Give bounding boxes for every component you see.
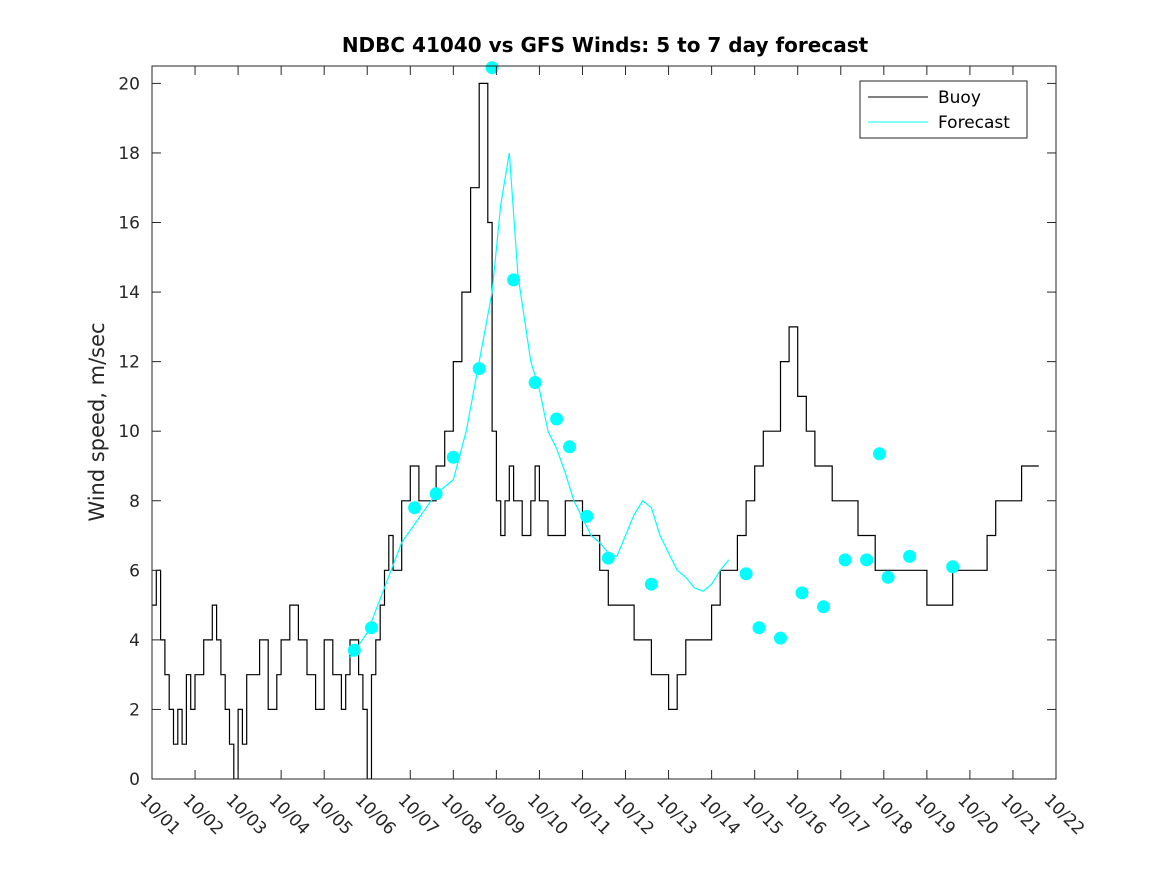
chart-title: NDBC 41040 vs GFS Winds: 5 to 7 day fore… xyxy=(342,33,869,57)
forecast-marker xyxy=(485,61,499,75)
y-tick-label: 4 xyxy=(129,631,140,651)
series-buoy-line xyxy=(152,82,1039,779)
legend-buoy-label: Buoy xyxy=(938,88,981,108)
forecast-marker xyxy=(817,600,830,614)
forecast-marker xyxy=(528,376,542,389)
forecast-marker xyxy=(774,631,787,645)
forecast-marker xyxy=(563,440,577,454)
y-axis-label: Wind speed, m/sec xyxy=(85,322,109,521)
y-tick-label: 8 xyxy=(129,492,140,512)
y-tick-label: 12 xyxy=(118,353,140,373)
legend: Buoy Forecast xyxy=(859,80,1028,139)
forecast-marker xyxy=(347,643,361,657)
forecast-marker xyxy=(507,273,521,287)
forecast-marker xyxy=(429,487,443,501)
forecast-marker xyxy=(873,447,886,461)
forecast-marker xyxy=(903,549,917,563)
forecast-marker xyxy=(550,412,564,426)
forecast-marker xyxy=(752,621,766,635)
y-tick-label: 6 xyxy=(129,561,140,581)
forecast-marker xyxy=(446,450,460,464)
plot-area xyxy=(152,61,1039,779)
forecast-marker xyxy=(601,551,615,565)
y-tick-label: 18 xyxy=(118,144,140,164)
forecast-marker xyxy=(644,577,658,591)
forecast-marker xyxy=(946,560,960,574)
forecast-marker xyxy=(838,553,852,567)
series-forecast-line xyxy=(349,152,730,658)
forecast-marker xyxy=(739,567,753,581)
y-axis: 0 2 4 6 8 10 12 14 16 18 20 xyxy=(118,74,1056,790)
forecast-marker xyxy=(365,621,378,635)
forecast-marker xyxy=(795,586,809,600)
y-tick-label: 0 xyxy=(129,770,140,790)
y-tick-label: 20 xyxy=(118,74,140,94)
legend-box xyxy=(859,80,1028,139)
forecast-marker xyxy=(580,509,594,523)
y-tick-label: 14 xyxy=(118,283,140,303)
forecast-marker xyxy=(408,501,422,515)
series-layer xyxy=(152,82,1039,779)
forecast-marker xyxy=(472,362,486,376)
marker-layer xyxy=(347,61,960,657)
y-tick-label: 2 xyxy=(129,700,140,720)
y-tick-label: 10 xyxy=(118,422,140,442)
forecast-marker xyxy=(881,570,895,584)
axes-box xyxy=(151,65,1057,780)
forecast-marker xyxy=(860,553,874,567)
y-tick-label: 16 xyxy=(118,214,140,234)
legend-forecast-label: Forecast xyxy=(938,113,1010,133)
